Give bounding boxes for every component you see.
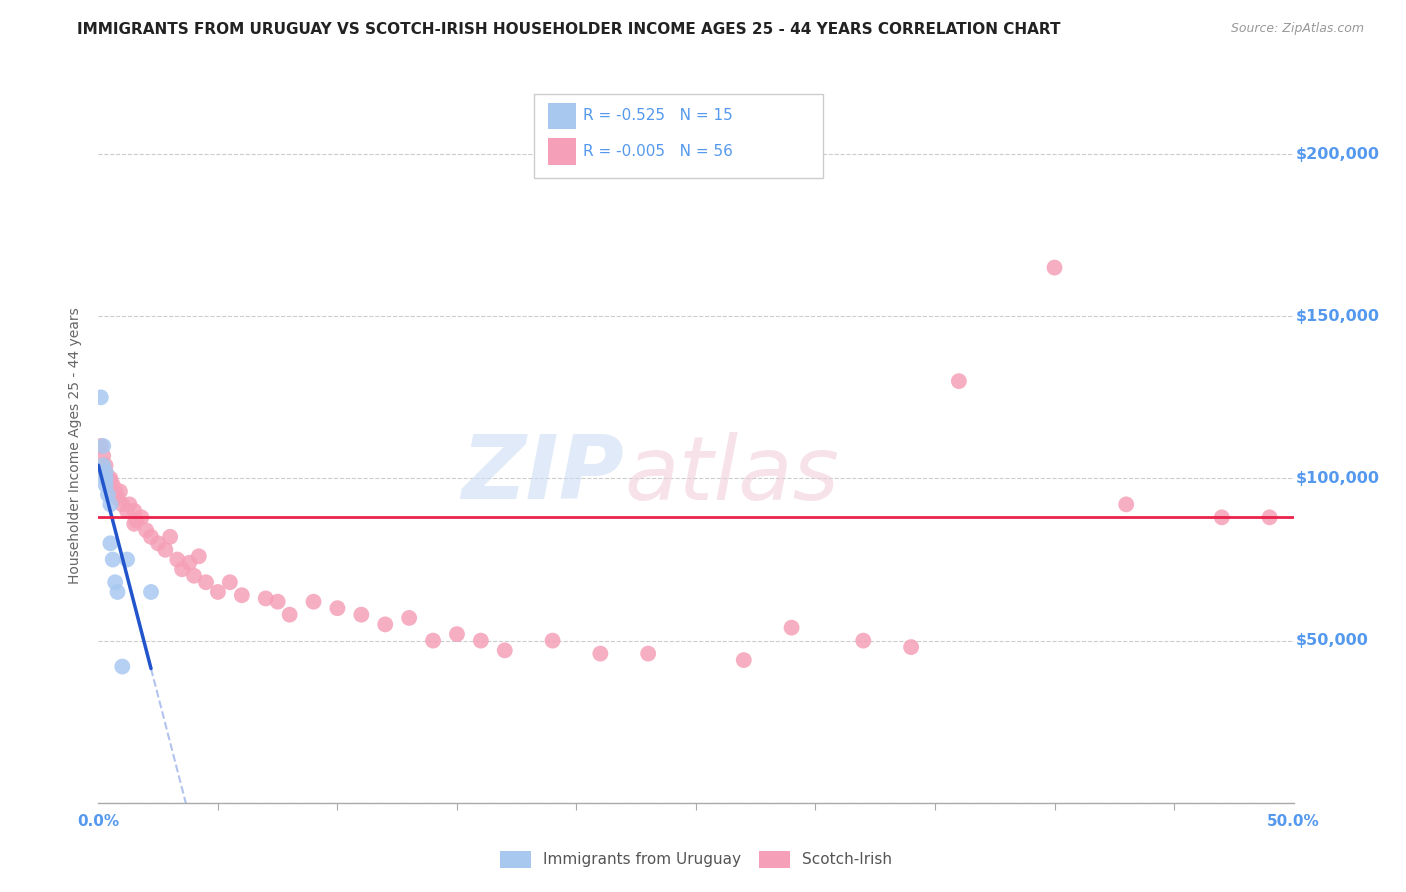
- Point: [446, 627, 468, 641]
- Point: [148, 536, 170, 550]
- Point: [115, 504, 138, 518]
- Point: [166, 552, 188, 566]
- Point: [135, 524, 157, 538]
- Point: [179, 556, 201, 570]
- Point: [637, 647, 659, 661]
- Point: [350, 607, 373, 622]
- Point: [91, 458, 114, 473]
- Point: [494, 643, 516, 657]
- Point: [374, 617, 396, 632]
- Point: [278, 607, 301, 622]
- Legend: Immigrants from Uruguay, Scotch-Irish: Immigrants from Uruguay, Scotch-Irish: [494, 845, 898, 873]
- Point: [94, 478, 117, 492]
- Point: [101, 552, 124, 566]
- Point: [589, 647, 612, 661]
- Point: [98, 497, 122, 511]
- Text: $100,000: $100,000: [1296, 471, 1379, 486]
- Point: [94, 458, 117, 473]
- Point: [124, 504, 146, 518]
- Point: [104, 575, 127, 590]
- Text: IMMIGRANTS FROM URUGUAY VS SCOTCH-IRISH HOUSEHOLDER INCOME AGES 25 - 44 YEARS CO: IMMIGRANTS FROM URUGUAY VS SCOTCH-IRISH …: [77, 22, 1062, 37]
- Point: [94, 465, 117, 479]
- Point: [115, 552, 138, 566]
- Point: [195, 575, 218, 590]
- Point: [398, 611, 420, 625]
- Point: [422, 633, 444, 648]
- Point: [852, 633, 875, 648]
- Point: [231, 588, 253, 602]
- Point: [172, 562, 194, 576]
- Text: $50,000: $50,000: [1296, 633, 1369, 648]
- Text: R = -0.525   N = 15: R = -0.525 N = 15: [583, 109, 734, 123]
- Point: [97, 471, 120, 485]
- Point: [107, 585, 129, 599]
- Text: $150,000: $150,000: [1296, 309, 1379, 324]
- Point: [1258, 510, 1281, 524]
- Point: [267, 595, 290, 609]
- Point: [94, 465, 117, 479]
- Point: [541, 633, 564, 648]
- Point: [254, 591, 277, 606]
- Text: ZIP: ZIP: [461, 431, 624, 518]
- Point: [124, 516, 146, 531]
- Point: [187, 549, 209, 564]
- Text: $200,000: $200,000: [1296, 146, 1379, 161]
- Point: [1043, 260, 1066, 275]
- Point: [91, 449, 114, 463]
- Point: [90, 390, 112, 404]
- Text: atlas: atlas: [624, 432, 839, 517]
- Text: Source: ZipAtlas.com: Source: ZipAtlas.com: [1230, 22, 1364, 36]
- Point: [104, 484, 127, 499]
- Point: [219, 575, 242, 590]
- Point: [139, 530, 162, 544]
- Point: [155, 542, 177, 557]
- Point: [326, 601, 349, 615]
- Point: [91, 439, 114, 453]
- Point: [111, 659, 134, 673]
- Point: [159, 530, 181, 544]
- Point: [183, 568, 205, 582]
- Point: [108, 484, 131, 499]
- Point: [101, 478, 124, 492]
- Point: [97, 488, 120, 502]
- Point: [948, 374, 970, 388]
- Point: [302, 595, 325, 609]
- Point: [94, 471, 117, 485]
- Point: [1211, 510, 1233, 524]
- Point: [98, 536, 122, 550]
- Point: [900, 640, 922, 654]
- Point: [780, 621, 803, 635]
- Y-axis label: Householder Income Ages 25 - 44 years: Householder Income Ages 25 - 44 years: [69, 308, 83, 584]
- Text: R = -0.005   N = 56: R = -0.005 N = 56: [583, 145, 734, 159]
- Point: [90, 439, 112, 453]
- Point: [98, 475, 122, 489]
- Point: [1115, 497, 1137, 511]
- Point: [207, 585, 229, 599]
- Point: [131, 510, 153, 524]
- Point: [98, 471, 122, 485]
- Point: [139, 585, 162, 599]
- Point: [111, 497, 134, 511]
- Point: [125, 514, 148, 528]
- Point: [470, 633, 492, 648]
- Point: [118, 497, 141, 511]
- Point: [733, 653, 755, 667]
- Point: [107, 491, 129, 505]
